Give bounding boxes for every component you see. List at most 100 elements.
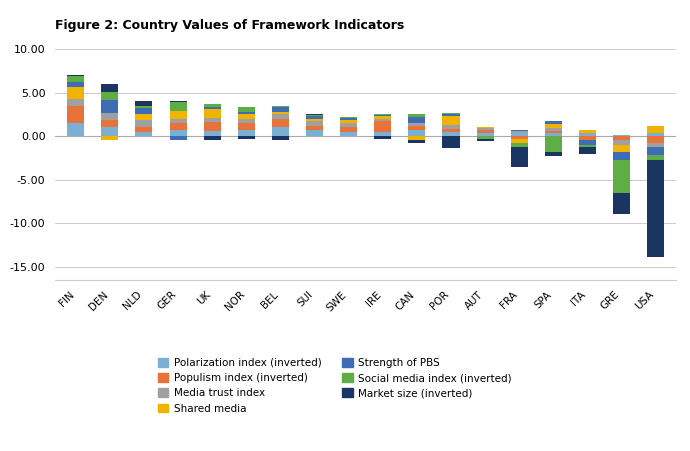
Bar <box>238 130 255 136</box>
Bar <box>545 131 562 133</box>
Bar <box>170 123 186 130</box>
Bar <box>545 124 562 128</box>
Bar <box>545 136 562 152</box>
Bar <box>101 92 118 101</box>
Bar <box>579 133 596 134</box>
Bar <box>408 126 426 130</box>
Bar <box>408 136 426 140</box>
Bar <box>101 128 118 136</box>
Bar <box>306 126 323 130</box>
Bar <box>613 160 630 193</box>
Bar <box>579 140 596 145</box>
Bar <box>374 121 391 132</box>
Bar <box>306 130 323 136</box>
Bar <box>272 128 289 136</box>
Bar <box>67 99 84 106</box>
Bar <box>101 120 118 128</box>
Bar <box>511 131 528 133</box>
Bar <box>374 115 391 116</box>
Bar <box>579 145 596 147</box>
Bar <box>101 101 118 113</box>
Bar <box>477 139 493 141</box>
Bar <box>306 121 323 126</box>
Bar <box>647 143 664 147</box>
Bar <box>272 112 289 115</box>
Bar <box>170 130 186 136</box>
Bar <box>238 119 255 123</box>
Bar <box>135 115 152 120</box>
Bar <box>477 133 493 136</box>
Bar <box>67 82 84 87</box>
Text: Figure 2: Country Values of Framework Indicators: Figure 2: Country Values of Framework In… <box>55 19 404 32</box>
Bar <box>204 118 221 122</box>
Bar <box>511 143 528 147</box>
Bar <box>135 101 152 106</box>
Bar <box>340 118 357 120</box>
Bar <box>101 113 118 120</box>
Bar <box>67 75 84 76</box>
Bar <box>408 117 426 123</box>
Bar <box>477 130 493 133</box>
Legend: Polarization index (inverted), Populism index (inverted), Media trust index, Sha: Polarization index (inverted), Populism … <box>158 358 511 414</box>
Bar <box>135 120 152 127</box>
Bar <box>442 116 460 125</box>
Bar <box>170 136 186 140</box>
Bar <box>340 123 357 128</box>
Bar <box>135 132 152 136</box>
Bar <box>511 133 528 136</box>
Bar <box>272 136 289 140</box>
Bar <box>408 140 426 143</box>
Bar <box>340 117 357 118</box>
Bar <box>477 127 493 128</box>
Bar <box>442 114 460 115</box>
Bar <box>170 119 186 123</box>
Bar <box>374 136 391 139</box>
Bar <box>511 136 528 139</box>
Bar <box>306 119 323 121</box>
Bar <box>613 152 630 160</box>
Bar <box>340 120 357 123</box>
Bar <box>238 112 255 115</box>
Bar <box>374 116 391 119</box>
Bar <box>545 128 562 131</box>
Bar <box>613 136 630 140</box>
Bar <box>545 152 562 156</box>
Bar <box>545 121 562 124</box>
Bar <box>306 116 323 119</box>
Bar <box>647 147 664 155</box>
Bar <box>170 111 186 119</box>
Bar <box>408 130 426 136</box>
Bar <box>477 136 493 139</box>
Bar <box>579 134 596 136</box>
Bar <box>579 136 596 140</box>
Bar <box>204 106 221 109</box>
Bar <box>67 76 84 82</box>
Bar <box>306 115 323 116</box>
Bar <box>204 131 221 136</box>
Bar <box>613 140 630 145</box>
Bar <box>647 136 664 143</box>
Bar <box>579 130 596 133</box>
Bar <box>272 119 289 128</box>
Bar <box>238 123 255 130</box>
Bar <box>67 123 84 136</box>
Bar <box>170 102 186 111</box>
Bar <box>67 87 84 99</box>
Bar <box>340 127 357 132</box>
Bar <box>272 106 289 107</box>
Bar <box>238 115 255 119</box>
Bar <box>238 107 255 112</box>
Bar <box>442 125 460 129</box>
Bar <box>101 136 118 140</box>
Bar <box>135 127 152 132</box>
Bar <box>408 123 426 126</box>
Bar <box>511 147 528 166</box>
Bar <box>545 133 562 136</box>
Bar <box>442 136 460 148</box>
Bar <box>374 132 391 136</box>
Bar <box>647 160 664 257</box>
Bar <box>579 147 596 153</box>
Bar <box>340 132 357 136</box>
Bar <box>477 128 493 130</box>
Bar <box>442 115 460 116</box>
